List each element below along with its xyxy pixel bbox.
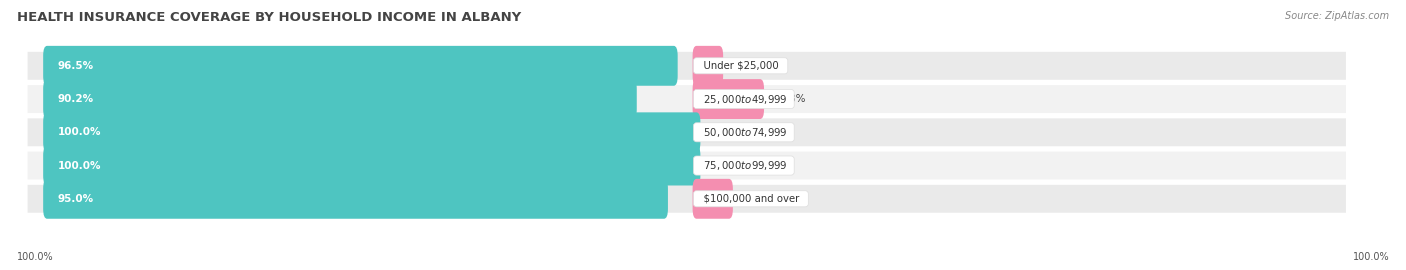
FancyBboxPatch shape xyxy=(44,179,668,219)
Text: $75,000 to $99,999: $75,000 to $99,999 xyxy=(696,159,792,172)
Text: 100.0%: 100.0% xyxy=(58,127,101,137)
Text: 3.5%: 3.5% xyxy=(738,61,765,71)
Text: 90.2%: 90.2% xyxy=(58,94,94,104)
FancyBboxPatch shape xyxy=(28,85,1346,113)
FancyBboxPatch shape xyxy=(28,118,1346,146)
Text: 96.5%: 96.5% xyxy=(58,61,94,71)
Text: HEALTH INSURANCE COVERAGE BY HOUSEHOLD INCOME IN ALBANY: HEALTH INSURANCE COVERAGE BY HOUSEHOLD I… xyxy=(17,11,522,24)
FancyBboxPatch shape xyxy=(28,52,1346,80)
Text: 0.0%: 0.0% xyxy=(716,127,742,137)
Text: 100.0%: 100.0% xyxy=(1353,251,1389,262)
FancyBboxPatch shape xyxy=(44,46,678,86)
FancyBboxPatch shape xyxy=(28,151,1346,180)
FancyBboxPatch shape xyxy=(44,79,637,119)
Text: 5.0%: 5.0% xyxy=(748,194,775,204)
FancyBboxPatch shape xyxy=(693,79,763,119)
Text: $50,000 to $74,999: $50,000 to $74,999 xyxy=(696,126,792,139)
Text: Under $25,000: Under $25,000 xyxy=(696,61,785,71)
Text: $100,000 and over: $100,000 and over xyxy=(696,194,806,204)
Text: 100.0%: 100.0% xyxy=(17,251,53,262)
Text: Source: ZipAtlas.com: Source: ZipAtlas.com xyxy=(1285,11,1389,21)
FancyBboxPatch shape xyxy=(44,112,700,152)
Text: $25,000 to $49,999: $25,000 to $49,999 xyxy=(696,93,792,106)
FancyBboxPatch shape xyxy=(44,146,700,185)
Text: 100.0%: 100.0% xyxy=(58,161,101,171)
Text: 9.8%: 9.8% xyxy=(780,94,806,104)
FancyBboxPatch shape xyxy=(693,46,723,86)
FancyBboxPatch shape xyxy=(28,185,1346,213)
Text: 95.0%: 95.0% xyxy=(58,194,94,204)
FancyBboxPatch shape xyxy=(693,179,733,219)
Text: 0.0%: 0.0% xyxy=(716,161,742,171)
